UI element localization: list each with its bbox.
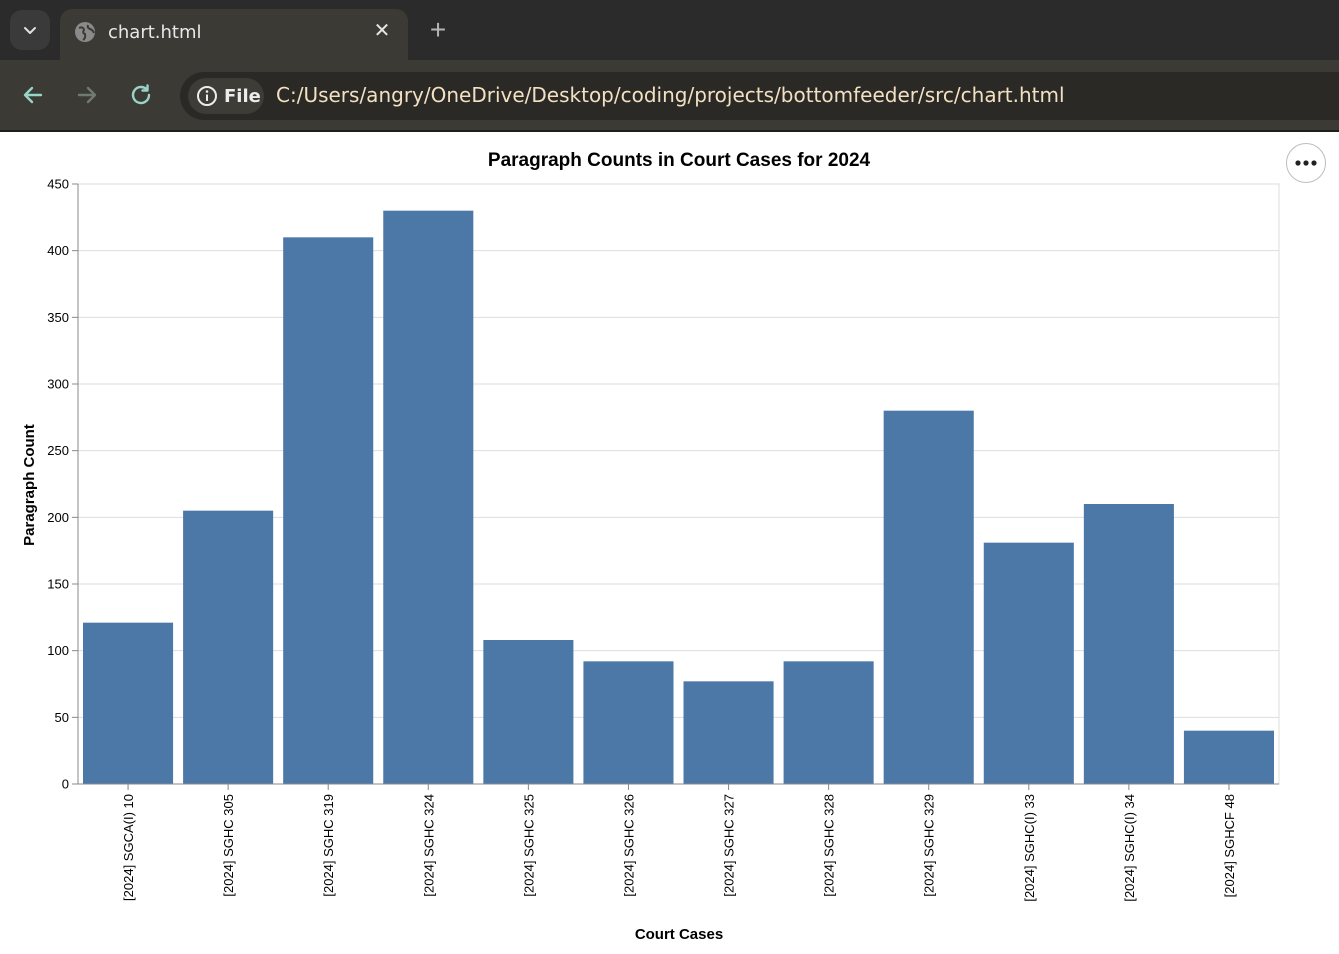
chevron-down-icon <box>24 27 36 34</box>
y-tick-label: 50 <box>55 710 69 725</box>
x-axis-title: Court Cases <box>635 926 723 943</box>
tab-title: chart.html <box>108 22 202 43</box>
y-tick-label: 100 <box>47 643 69 658</box>
browser-toolbar: File C:/Users/angry/OneDrive/Desktop/cod… <box>0 60 1339 130</box>
bars <box>83 210 1274 785</box>
x-tick-label: [2024] SGHCF 48 <box>1222 794 1237 897</box>
bar[interactable] <box>783 661 874 784</box>
y-tick-label: 200 <box>47 510 69 525</box>
browser-tab[interactable]: chart.html ✕ <box>60 9 408 60</box>
site-info-button[interactable]: File <box>188 78 264 114</box>
arrow-left-icon[interactable] <box>20 82 46 108</box>
x-tick-label: [2024] SGHC 327 <box>722 794 737 897</box>
tab-search-button[interactable] <box>10 10 50 50</box>
y-tick-label: 300 <box>47 377 69 392</box>
bar[interactable] <box>683 681 774 784</box>
x-tick-label: [2024] SGHC 326 <box>621 794 636 897</box>
y-tick-label: 450 <box>47 177 69 192</box>
new-tab-button[interactable]: + <box>429 14 447 45</box>
bar[interactable] <box>583 661 674 784</box>
x-tick-label: [2024] SGHC 325 <box>521 794 536 897</box>
x-tick-label: [2024] SGHC 329 <box>922 794 937 897</box>
close-icon[interactable]: ✕ <box>373 20 391 42</box>
site-chip-label: File <box>224 85 261 107</box>
info-icon <box>197 86 217 106</box>
url-text[interactable]: C:/Users/angry/OneDrive/Desktop/coding/p… <box>276 83 1065 107</box>
y-axis-title: Paragraph Count <box>21 424 38 546</box>
x-tick-label: [2024] SGHC 305 <box>221 794 236 897</box>
bar-chart: 0 50 100 150 200 250 300 350 400 450 [2024] SGCA(I… <box>21 150 1280 943</box>
bar[interactable] <box>883 410 974 784</box>
bar[interactable] <box>1183 730 1274 784</box>
x-tick-label: [2024] SGHC 328 <box>822 794 837 897</box>
bar[interactable] <box>183 510 274 784</box>
toolbar-divider <box>0 130 1339 132</box>
axes: 0 50 100 150 200 250 300 350 400 450 [2024] SGCA(I… <box>47 177 1279 902</box>
reload-icon[interactable] <box>128 82 154 108</box>
x-tick-label: [2024] SGHC(I) 33 <box>1022 794 1037 902</box>
chart-title: Paragraph Counts in Court Cases for 2024 <box>488 150 871 171</box>
x-tick-label: [2024] SGHC(I) 34 <box>1122 794 1137 902</box>
bar[interactable] <box>1083 504 1174 784</box>
bar[interactable] <box>983 542 1074 784</box>
globe-icon <box>75 22 95 42</box>
bar[interactable] <box>83 622 174 784</box>
address-bar[interactable]: File C:/Users/angry/OneDrive/Desktop/cod… <box>180 72 1339 120</box>
bar[interactable] <box>383 210 474 785</box>
x-tick-label: [2024] SGCA(I) 10 <box>121 794 136 901</box>
more-horizontal-icon <box>1295 160 1317 166</box>
y-tick-label: 350 <box>47 310 69 325</box>
y-tick-label: 250 <box>47 443 69 458</box>
y-tick-label: 150 <box>47 577 69 592</box>
tab-strip: chart.html ✕ + <box>0 0 1339 60</box>
y-tick-label: 400 <box>47 243 69 258</box>
bar[interactable] <box>283 237 374 784</box>
x-tick-label: [2024] SGHC 324 <box>421 794 436 897</box>
y-tick-label: 0 <box>62 777 69 792</box>
bar[interactable] <box>483 640 574 784</box>
chart-actions-button[interactable] <box>1286 143 1326 183</box>
x-tick-label: [2024] SGHC 319 <box>321 794 336 897</box>
arrow-right-icon[interactable] <box>74 82 100 108</box>
